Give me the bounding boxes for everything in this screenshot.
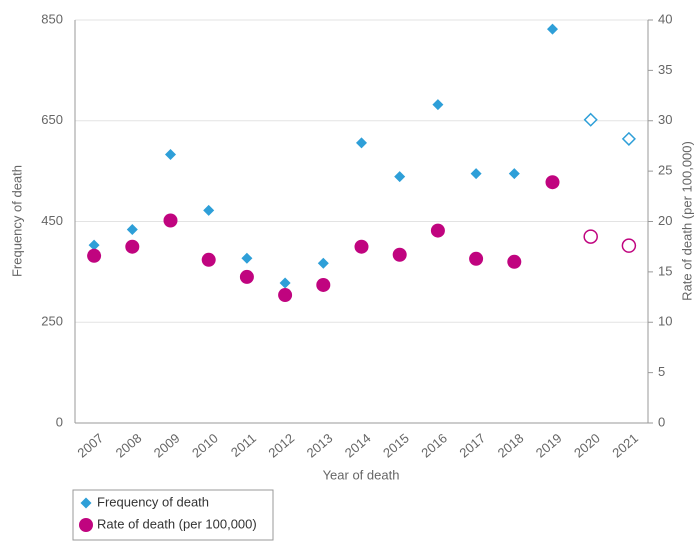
y-tick-label: 250 — [41, 314, 63, 329]
diamond-marker — [356, 137, 367, 149]
diamond-marker — [80, 497, 92, 509]
diamond-marker — [126, 224, 138, 236]
y2-tick-label: 40 — [658, 11, 672, 26]
diamond-marker — [203, 204, 215, 216]
circle-marker — [430, 223, 445, 238]
diamond-marker — [470, 168, 482, 180]
y2-tick-label: 5 — [658, 364, 665, 379]
circle-marker — [583, 229, 598, 244]
x-tick-label: 2010 — [189, 430, 221, 460]
y2-axis-label: Rate of death (per 100,000) — [679, 141, 694, 301]
diamond-marker — [508, 168, 520, 180]
circle-marker — [163, 213, 178, 228]
diamond-marker — [279, 277, 291, 289]
diamond-marker — [583, 112, 598, 127]
circle-marker — [316, 277, 331, 292]
legend-label: Frequency of death — [97, 494, 209, 509]
y2-tick-label: 20 — [658, 213, 672, 228]
circle-marker — [125, 239, 140, 254]
y-tick-label: 450 — [41, 213, 63, 228]
x-tick-label: 2014 — [342, 430, 374, 460]
circle-marker — [278, 288, 293, 303]
x-tick-label: 2011 — [228, 430, 259, 459]
circle-marker — [621, 238, 637, 253]
x-tick-label: 2015 — [380, 430, 412, 460]
circle-marker — [469, 251, 484, 266]
circle-marker — [239, 269, 254, 284]
circle-marker — [392, 247, 407, 262]
diamond-marker — [88, 239, 100, 251]
x-tick-label: 2008 — [113, 430, 145, 460]
diamond-marker — [394, 171, 406, 183]
y-tick-label: 0 — [56, 414, 63, 429]
y2-tick-label: 0 — [658, 414, 665, 429]
circle-marker — [507, 254, 522, 269]
legend-box — [72, 489, 274, 541]
y2-tick-label: 10 — [658, 314, 672, 329]
x-tick-label: 2009 — [151, 430, 183, 460]
diamond-marker — [165, 149, 176, 161]
x-tick-label: 2018 — [495, 430, 527, 460]
x-tick-label: 2016 — [418, 430, 450, 460]
diamond-marker — [241, 252, 253, 264]
y-tick-label: 850 — [41, 11, 63, 26]
x-tick-label: 2013 — [304, 430, 336, 460]
circle-marker — [545, 175, 560, 190]
y2-tick-label: 35 — [658, 62, 672, 77]
circle-marker — [79, 518, 93, 532]
x-tick-label: 2020 — [571, 430, 603, 460]
y-axis-label: Frequency of death — [9, 165, 24, 277]
diamond-marker — [621, 131, 636, 146]
y2-tick-label: 15 — [658, 263, 672, 278]
x-tick-label: 2021 — [609, 430, 641, 460]
x-axis-label: Year of death — [323, 467, 400, 482]
circle-marker — [87, 248, 102, 263]
diamond-marker — [432, 99, 444, 111]
legend-label: Rate of death (per 100,000) — [97, 516, 257, 531]
circle-marker — [201, 252, 216, 267]
x-tick-label: 2012 — [265, 430, 297, 460]
x-tick-label: 2017 — [456, 430, 488, 460]
y2-tick-label: 30 — [658, 112, 672, 127]
diamond-marker — [317, 257, 329, 269]
circle-marker — [354, 239, 369, 254]
x-tick-label: 2019 — [533, 430, 565, 460]
x-tick-label: 2007 — [74, 430, 106, 460]
diamond-marker — [547, 23, 558, 35]
y-tick-label: 650 — [41, 112, 63, 127]
y2-tick-label: 25 — [658, 163, 672, 178]
